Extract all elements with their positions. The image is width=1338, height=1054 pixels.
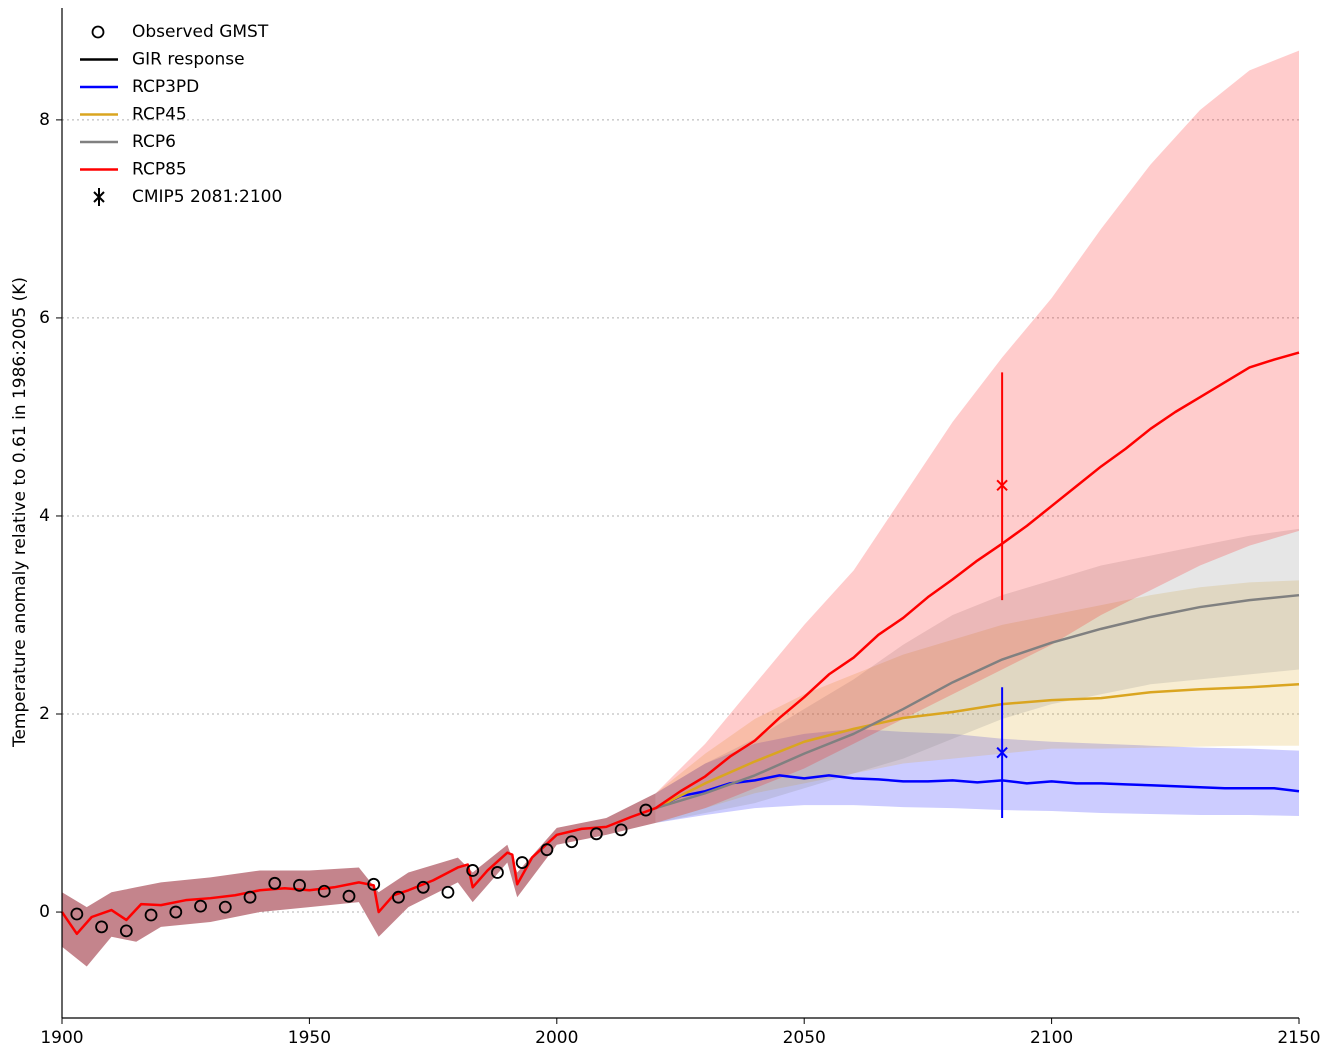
- y-axis-label: Temperature anomaly relative to 0.61 in …: [10, 277, 30, 748]
- observed-point: [268, 876, 282, 890]
- legend-marker: [93, 188, 105, 206]
- y-tick-label: 4: [39, 506, 50, 526]
- observed-point: [293, 878, 306, 892]
- observed-point: [243, 890, 257, 904]
- legend-label: RCP85: [132, 160, 187, 180]
- observed-point: [441, 885, 455, 899]
- observed-point: [589, 827, 603, 841]
- legend-marker: [91, 25, 105, 39]
- legend-label: GIR response: [132, 50, 245, 70]
- observed-point: [614, 823, 628, 837]
- y-tick-label: 8: [39, 110, 50, 130]
- series-line: [655, 683, 1300, 810]
- observed-point: [491, 866, 504, 879]
- y-tick-label: 2: [39, 704, 50, 724]
- observed-point: [342, 889, 356, 903]
- observed-point: [416, 880, 430, 894]
- observed-point: [119, 924, 133, 938]
- observed-point: [317, 884, 331, 898]
- legend-label: CMIP5 2081:2100: [132, 187, 282, 207]
- observed-point: [466, 864, 480, 877]
- observed-point: [194, 899, 207, 913]
- observed-point: [218, 900, 232, 914]
- x-tick-label: 2150: [1277, 1028, 1320, 1048]
- x-tick-label: 2000: [535, 1028, 578, 1048]
- observed-point: [540, 843, 554, 857]
- series-line: [655, 774, 1300, 810]
- observed-point: [565, 835, 579, 849]
- y-tick-label: 6: [39, 308, 50, 328]
- legend-label: RCP3PD: [132, 77, 199, 97]
- uncertainty-band: [655, 580, 1299, 823]
- uncertainty-band: [655, 728, 1299, 823]
- uncertainty-band: [655, 50, 1299, 823]
- cmip5-mean: [996, 746, 1008, 759]
- observed-point: [70, 907, 84, 921]
- legend-label: RCP6: [132, 132, 176, 152]
- observed-point: [367, 877, 381, 891]
- x-tick-label: 2100: [1030, 1028, 1073, 1048]
- observed-point: [169, 905, 183, 919]
- legend-label: Observed GMST: [132, 22, 269, 42]
- observed-point: [515, 856, 529, 869]
- observed-point: [639, 803, 653, 817]
- observed-point: [144, 908, 158, 922]
- historical-band: [62, 793, 656, 967]
- observed-point: [392, 890, 405, 904]
- x-tick-label: 1950: [288, 1028, 331, 1048]
- cmip5-mean: [996, 479, 1008, 491]
- y-tick-label: 0: [39, 902, 50, 922]
- x-tick-label: 1900: [40, 1028, 83, 1048]
- x-tick-label: 2050: [783, 1028, 826, 1048]
- series-line: [655, 593, 1300, 810]
- observed-point: [95, 920, 108, 934]
- legend-label: RCP45: [132, 105, 187, 125]
